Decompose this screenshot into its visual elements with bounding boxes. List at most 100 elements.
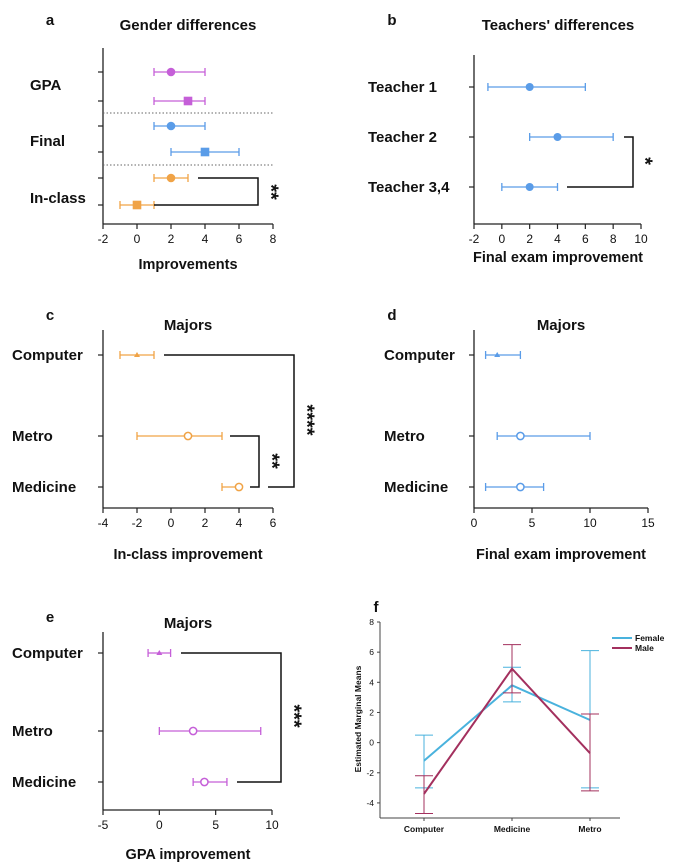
panel-title: Teachers' differences	[482, 17, 635, 34]
point-estimate	[134, 352, 140, 357]
category-label: Teacher 1	[368, 79, 437, 96]
point-estimate	[200, 147, 210, 157]
x-tick-label: 0	[156, 818, 163, 832]
point-estimate	[183, 431, 193, 441]
y-axis-title: Estimated Marginal Means	[353, 665, 363, 772]
category-label: Medicine	[384, 479, 448, 496]
panel-title: Gender differences	[120, 17, 257, 34]
x-tick-label: 4	[554, 232, 561, 246]
y-tick-label: 4	[369, 677, 374, 687]
y-tick-label: 2	[369, 707, 374, 717]
point-estimate	[525, 83, 534, 91]
point-estimate	[132, 200, 142, 210]
series-line	[423, 684, 591, 762]
category-label: Teacher 2	[368, 129, 437, 146]
x-tick-label: Computer	[404, 824, 445, 834]
x-tick-label: -5	[98, 818, 109, 832]
significance-bracket	[164, 354, 295, 488]
x-tick-label: 2	[526, 232, 533, 246]
significance-bracket	[181, 652, 282, 783]
panel-title: Majors	[164, 317, 212, 334]
x-tick-label: -2	[98, 232, 109, 246]
x-tick-label: 5	[529, 516, 536, 530]
significance-bracket	[154, 177, 259, 206]
y-tick-label: 8	[369, 617, 374, 627]
x-tick-label: 5	[212, 818, 219, 832]
point-estimate	[166, 67, 176, 77]
x-tick-label: 0	[134, 232, 141, 246]
x-tick-label: 0	[498, 232, 505, 246]
significance-stars: **	[261, 453, 283, 469]
x-tick-label: -4	[98, 516, 109, 530]
x-tick-label: 4	[236, 516, 243, 530]
x-axis-title: Improvements	[138, 257, 237, 273]
significance-stars: **	[260, 184, 282, 200]
significance-stars: *	[634, 157, 656, 165]
x-tick-label: -2	[132, 516, 143, 530]
x-tick-label: 6	[582, 232, 589, 246]
panel-label: f	[374, 599, 380, 616]
x-axis-title: Final exam improvement	[473, 250, 643, 266]
series-line	[423, 667, 591, 795]
significance-stars: ****	[296, 404, 318, 435]
x-tick-label: 6	[236, 232, 243, 246]
category-label: Computer	[12, 645, 83, 662]
legend-label: Male	[635, 643, 654, 653]
x-tick-label: 0	[471, 516, 478, 530]
point-estimate	[200, 777, 209, 787]
category-label: Medicine	[12, 774, 76, 791]
point-estimate	[516, 431, 525, 441]
x-tick-label: 2	[168, 232, 175, 246]
x-tick-label: 10	[265, 818, 279, 832]
point-estimate	[234, 482, 244, 492]
x-axis-title: GPA improvement	[126, 847, 251, 863]
category-label: GPA	[30, 77, 62, 94]
x-axis-title: Final exam improvement	[476, 547, 646, 563]
x-tick-label: 10	[634, 232, 648, 246]
panel-title: Majors	[164, 615, 212, 632]
x-tick-label: 4	[202, 232, 209, 246]
category-label: Computer	[12, 347, 83, 364]
x-tick-label: 2	[202, 516, 209, 530]
x-tick-label: Medicine	[494, 824, 531, 834]
point-estimate	[183, 96, 193, 106]
significance-bracket	[567, 136, 634, 188]
y-tick-label: -2	[366, 768, 374, 778]
point-estimate	[166, 121, 176, 131]
x-tick-label: Metro	[578, 824, 601, 834]
x-tick-label: 6	[270, 516, 277, 530]
x-tick-label: -2	[469, 232, 480, 246]
point-estimate	[525, 183, 534, 191]
y-tick-label: 6	[369, 647, 374, 657]
x-tick-label: 10	[583, 516, 597, 530]
panel-label: a	[46, 12, 55, 29]
x-tick-label: 8	[270, 232, 277, 246]
panel-label: b	[387, 12, 396, 29]
category-label: Metro	[12, 723, 53, 740]
category-label: Computer	[384, 347, 455, 364]
y-tick-label: 0	[369, 738, 374, 748]
category-label: Medicine	[12, 479, 76, 496]
y-tick-label: -4	[366, 798, 374, 808]
significance-stars: ***	[283, 704, 305, 728]
point-estimate	[494, 352, 501, 357]
legend-label: Female	[635, 633, 665, 643]
category-label: Metro	[12, 428, 53, 445]
x-tick-label: 0	[168, 516, 175, 530]
panel-label: c	[46, 307, 54, 324]
point-estimate	[516, 482, 525, 492]
point-estimate	[156, 650, 163, 655]
x-axis-title: In-class improvement	[113, 547, 262, 563]
significance-bracket	[230, 435, 260, 488]
category-label: In-class	[30, 190, 86, 207]
category-label: Final	[30, 133, 65, 150]
panel-title: Majors	[537, 317, 585, 334]
panel-label: e	[46, 609, 54, 626]
category-label: Teacher 3,4	[368, 179, 450, 196]
point-estimate	[553, 133, 562, 141]
category-label: Metro	[384, 428, 425, 445]
x-tick-label: 8	[610, 232, 617, 246]
x-tick-label: 15	[641, 516, 655, 530]
panel-label: d	[387, 307, 396, 324]
